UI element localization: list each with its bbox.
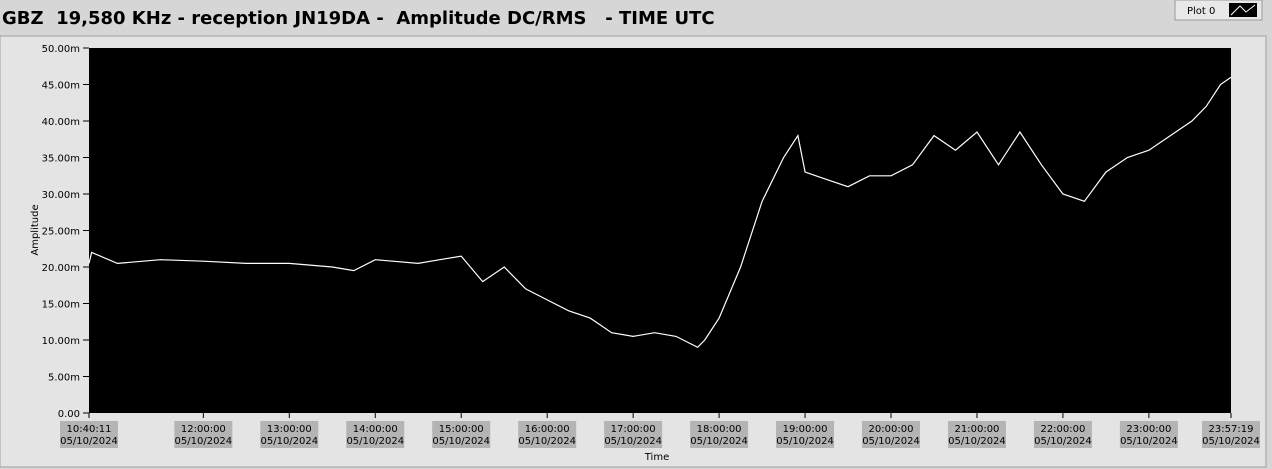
x-axis-label: Time xyxy=(644,452,669,463)
y-tick-label: 0.00 xyxy=(58,409,80,420)
x-tick-label: 13:00:00 xyxy=(267,424,312,435)
y-tick-label: 30.00m xyxy=(42,190,80,201)
x-tick-label: 05/10/2024 xyxy=(948,436,1006,447)
x-tick-label-box xyxy=(1202,421,1260,448)
x-tick-label: 19:00:00 xyxy=(783,424,828,435)
x-tick-label-box xyxy=(776,421,835,448)
y-tick-label: 35.00m xyxy=(42,154,80,165)
x-tick-label: 05/10/2024 xyxy=(60,436,118,447)
y-tick-label: 40.00m xyxy=(42,117,80,128)
x-tick-label-box xyxy=(690,421,749,448)
legend-swatch xyxy=(1229,3,1257,17)
x-tick-label-box xyxy=(1033,421,1092,448)
x-tick-label-box xyxy=(862,421,921,448)
x-tick-label: 05/10/2024 xyxy=(1034,436,1092,447)
y-tick-label: 45.00m xyxy=(42,81,80,92)
x-tick-label: 05/10/2024 xyxy=(776,436,834,447)
y-tick-label: 25.00m xyxy=(42,227,80,238)
x-tick-label: 05/10/2024 xyxy=(432,436,490,447)
x-tick-label: 05/10/2024 xyxy=(346,436,404,447)
x-tick-label-box xyxy=(432,421,491,448)
x-tick-label-box xyxy=(174,421,233,448)
x-tick-label: 05/10/2024 xyxy=(862,436,920,447)
legend-line xyxy=(1230,4,1256,16)
x-tick-label-box xyxy=(346,421,405,448)
x-tick-label: 05/10/2024 xyxy=(690,436,748,447)
x-tick-label-box xyxy=(260,421,319,448)
y-tick-label: 15.00m xyxy=(42,300,80,311)
y-tick-label: 10.00m xyxy=(42,336,80,347)
chart-title: GBZ 19,580 KHz - reception JN19DA - Ampl… xyxy=(2,8,715,29)
y-tick-label: 20.00m xyxy=(42,263,80,274)
x-tick-label-box xyxy=(604,421,663,448)
x-tick-label: 05/10/2024 xyxy=(604,436,662,447)
x-tick-label: 05/10/2024 xyxy=(1120,436,1178,447)
x-tick-label: 17:00:00 xyxy=(611,424,656,435)
x-tick-label-box xyxy=(60,421,118,448)
x-tick-label: 05/10/2024 xyxy=(175,436,233,447)
x-tick-label: 16:00:00 xyxy=(525,424,570,435)
x-tick-label: 23:57:19 xyxy=(1209,424,1254,435)
x-tick-label: 14:00:00 xyxy=(353,424,398,435)
x-tick-label: 12:00:00 xyxy=(181,424,226,435)
x-tick-label-box xyxy=(518,421,577,448)
x-tick-label: 15:00:00 xyxy=(439,424,484,435)
x-tick-label: 20:00:00 xyxy=(869,424,914,435)
y-axis-label: Amplitude xyxy=(30,204,41,255)
x-tick-label: 10:40:11 xyxy=(67,424,112,435)
legend-label: Plot 0 xyxy=(1187,6,1215,17)
x-tick-label: 23:00:00 xyxy=(1126,424,1171,435)
x-tick-label: 05/10/2024 xyxy=(518,436,576,447)
x-tick-label: 21:00:00 xyxy=(955,424,1000,435)
x-tick-label: 18:00:00 xyxy=(697,424,742,435)
x-tick-label: 05/10/2024 xyxy=(1202,436,1260,447)
x-tick-label-box xyxy=(1119,421,1178,448)
x-tick-label-box xyxy=(947,421,1006,448)
plot-area xyxy=(89,48,1231,413)
y-tick-label: 50.00m xyxy=(42,44,80,55)
y-tick-label: 5.00m xyxy=(48,373,80,384)
x-tick-label: 22:00:00 xyxy=(1040,424,1085,435)
data-line xyxy=(88,76,1232,349)
x-tick-label: 05/10/2024 xyxy=(260,436,318,447)
